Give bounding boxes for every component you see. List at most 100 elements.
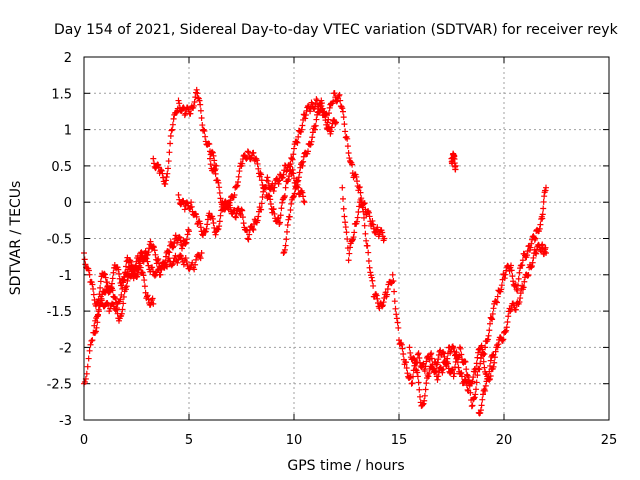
y-tick-label: 0.5 [51, 160, 72, 175]
data-point [235, 179, 241, 186]
data-point [212, 170, 219, 177]
data-point [416, 355, 423, 362]
data-point [477, 355, 484, 362]
data-point [428, 355, 435, 362]
data-point [215, 225, 222, 232]
data-point [349, 161, 356, 168]
data-point [144, 292, 151, 299]
data-point [151, 272, 158, 279]
data-point [150, 300, 157, 307]
series-track-11 [448, 150, 459, 173]
data-point [520, 284, 527, 291]
data-point [131, 267, 138, 274]
data-point [519, 262, 526, 269]
data-point [487, 373, 494, 380]
data-point [474, 354, 481, 361]
data-point [163, 173, 170, 180]
data-point [508, 267, 515, 274]
data-point [186, 228, 192, 235]
data-point [197, 101, 204, 108]
data-point [462, 358, 469, 365]
data-point [211, 166, 218, 173]
data-point [244, 227, 251, 234]
data-point [89, 337, 96, 344]
data-point [298, 159, 305, 166]
data-point [362, 230, 369, 237]
data-point [151, 247, 158, 254]
data-point [421, 368, 428, 375]
data-point [188, 203, 195, 210]
data-point [89, 281, 96, 288]
data-point [302, 111, 309, 118]
y-axis-label: SDTVAR / TECUs [8, 181, 24, 296]
data-point [265, 192, 272, 199]
data-point [211, 167, 218, 174]
data-point [450, 373, 457, 380]
data-point [250, 149, 257, 156]
data-point [207, 161, 214, 168]
data-point [440, 350, 447, 357]
data-point [333, 119, 339, 126]
data-point [255, 213, 262, 220]
data-point [504, 319, 511, 326]
data-point [151, 244, 157, 251]
data-point [95, 306, 102, 313]
data-point [447, 349, 454, 356]
data-point [477, 360, 484, 367]
data-point [500, 336, 507, 343]
data-point [300, 198, 307, 205]
data-point [141, 283, 148, 290]
data-point [238, 206, 245, 213]
data-point [476, 366, 483, 373]
series-track-9 [406, 184, 549, 410]
data-point [175, 97, 182, 104]
data-point [291, 190, 298, 197]
data-point [422, 386, 429, 393]
data-point [415, 379, 422, 386]
data-point [363, 237, 370, 244]
data-point [339, 105, 346, 112]
data-point [124, 254, 131, 261]
data-point [169, 261, 176, 268]
data-point [97, 284, 104, 291]
data-point [356, 184, 363, 191]
x-ticks: 0 5 10 15 20 25 [80, 57, 617, 448]
y-tick-label: -0.5 [47, 233, 72, 248]
data-point [467, 389, 474, 396]
data-point [524, 272, 531, 279]
data-point [122, 269, 129, 276]
data-point [90, 291, 97, 298]
data-point [132, 265, 139, 272]
data-point [428, 350, 435, 357]
data-point [124, 277, 131, 284]
data-point [380, 299, 387, 306]
data-point [354, 178, 360, 185]
data-point [359, 204, 366, 211]
y-tick-label: 0 [64, 196, 72, 211]
data-point [309, 134, 316, 141]
data-point [137, 264, 144, 271]
data-point [434, 376, 441, 383]
data-point [299, 122, 306, 129]
data-point [192, 94, 199, 101]
data-point [219, 199, 226, 206]
data-point [450, 344, 457, 351]
data-point [289, 166, 296, 173]
data-point [210, 152, 217, 159]
data-point [258, 171, 265, 178]
data-point [423, 358, 430, 365]
data-point [279, 174, 286, 181]
data-point [408, 380, 415, 387]
data-point [489, 316, 496, 323]
data-point [287, 206, 294, 213]
data-point [537, 221, 544, 228]
data-point [197, 220, 204, 227]
data-point [284, 221, 291, 228]
data-point [301, 199, 308, 206]
data-point [166, 149, 173, 156]
x-axis-label: GPS time / hours [287, 458, 404, 474]
y-tick-label: 1.5 [51, 87, 72, 102]
data-point [474, 372, 481, 379]
data-point [345, 257, 352, 264]
data-point [488, 315, 495, 322]
